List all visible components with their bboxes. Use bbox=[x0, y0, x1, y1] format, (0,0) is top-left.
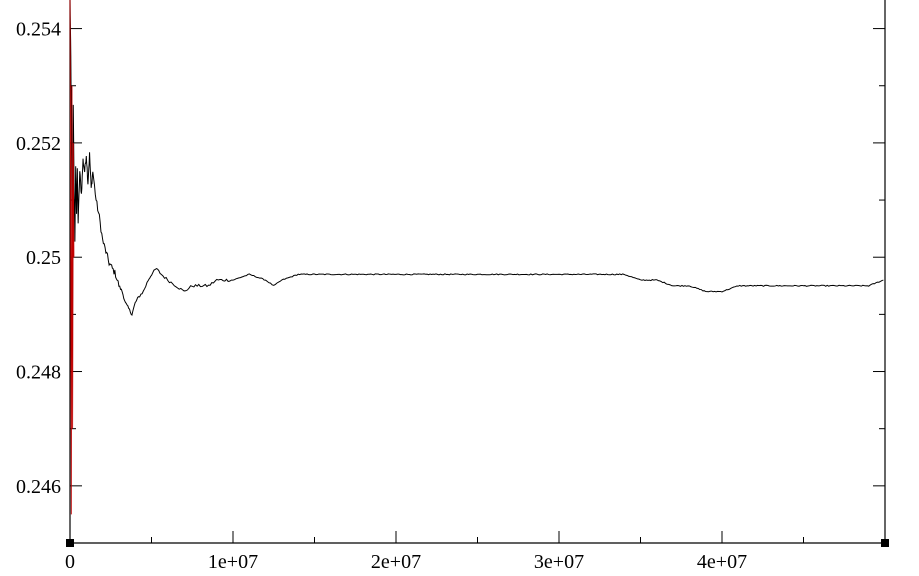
y-tick-label: 0.25 bbox=[26, 247, 61, 269]
y-axis-ticks: 0.246 0.248 0.25 0.252 0.254 bbox=[16, 19, 885, 544]
x-tick-label: 4e+07 bbox=[697, 551, 747, 573]
y-tick-label: 0.254 bbox=[16, 19, 61, 41]
plot-frame bbox=[69, 0, 886, 544]
x-tick-label: 0 bbox=[65, 551, 75, 573]
series-layer bbox=[69, 0, 884, 515]
y-tick-label: 0.252 bbox=[16, 133, 61, 155]
y-tick-label: 0.248 bbox=[16, 362, 61, 384]
x-tick-label: 2e+07 bbox=[371, 551, 421, 573]
corner-markers bbox=[66, 539, 889, 547]
corner-marker-left bbox=[66, 539, 74, 547]
x-tick-label: 1e+07 bbox=[208, 551, 258, 573]
y-tick-label: 0.246 bbox=[16, 476, 61, 498]
series-line-1 bbox=[69, 0, 884, 336]
corner-marker-right bbox=[881, 539, 889, 547]
x-axis-ticks: 0 1e+07 2e+07 3e+07 4e+07 bbox=[65, 531, 804, 573]
x-tick-label: 3e+07 bbox=[534, 551, 584, 573]
series-line-2 bbox=[69, 0, 75, 515]
